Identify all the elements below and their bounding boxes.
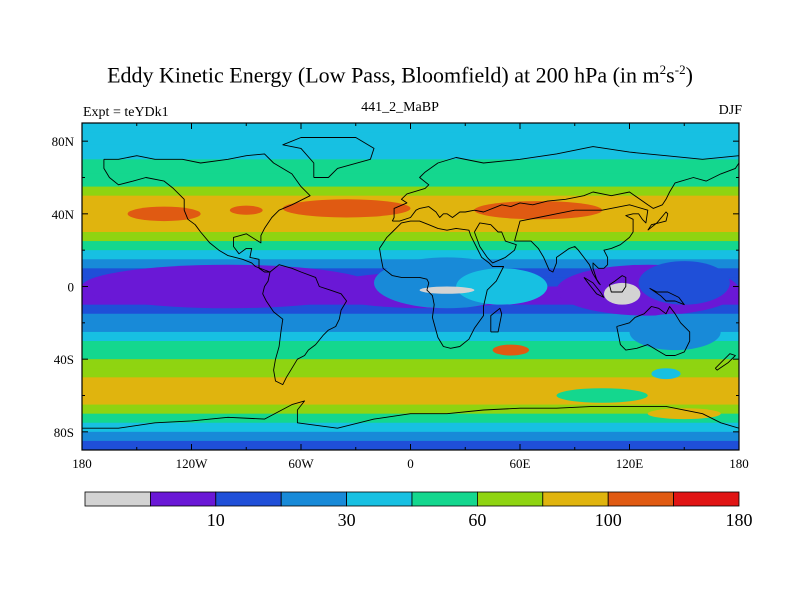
energy-band: [82, 431, 739, 442]
colorbar-swatch: [411, 491, 478, 507]
energy-band: [82, 173, 739, 188]
energy-contour-region: [556, 388, 648, 403]
energy-contour-region: [229, 205, 263, 215]
experiment-label: Expt = teYDk1: [83, 105, 169, 120]
colorbar-swatch: [149, 491, 217, 507]
season-label: DJF: [718, 103, 742, 118]
colorbar-swatch: [542, 491, 609, 507]
y-tick-label: 80S: [54, 425, 74, 440]
energy-band: [82, 144, 739, 160]
x-tick-label: 120E: [616, 456, 644, 471]
title-mid: s: [666, 62, 675, 88]
y-tick-label: 40N: [52, 207, 75, 222]
coastline: [391, 146, 739, 222]
coastline: [649, 287, 685, 306]
energy-contour-region: [651, 368, 681, 380]
colorbar-swatch: [607, 491, 675, 507]
energy-contour-region: [419, 286, 475, 294]
colorbar-label: 60: [468, 510, 486, 530]
coastline: [473, 222, 517, 264]
energy-band: [82, 322, 739, 333]
coastline: [647, 211, 669, 231]
energy-band: [82, 413, 739, 424]
coastline: [282, 137, 375, 178]
colorbar-swatch: [215, 491, 282, 507]
coastline: [583, 277, 605, 298]
y-tick-label: 80N: [52, 134, 75, 149]
colorbar-swatch: [346, 491, 413, 507]
energy-band: [82, 331, 739, 342]
colorbar-label: 180: [726, 510, 753, 530]
energy-contour-region: [82, 264, 374, 309]
chart-subtitle: 441_2_MaBP: [361, 100, 439, 115]
x-tick-label: 0: [407, 456, 414, 471]
energy-contour-region: [647, 408, 721, 420]
energy-band: [82, 241, 739, 251]
energy-contour-region: [127, 206, 201, 222]
title-sup1: 2: [659, 62, 667, 77]
energy-band: [82, 132, 739, 146]
title-sup2: -2: [674, 62, 686, 77]
energy-band: [82, 422, 739, 433]
chart-title: Eddy Kinetic Energy (Low Pass, Bloomfiel…: [0, 62, 800, 88]
energy-band: [82, 377, 739, 388]
energy-band: [82, 159, 739, 175]
energy-contour-region: [492, 344, 530, 356]
coastline: [608, 275, 627, 293]
energy-contour-region: [603, 282, 641, 305]
coastline: [616, 306, 691, 356]
coastline: [514, 204, 649, 286]
y-tick-label: 40S: [54, 352, 74, 367]
energy-band: [82, 395, 739, 406]
energy-band: [82, 404, 739, 415]
colorbar-swatch: [673, 491, 740, 507]
energy-band: [82, 232, 739, 242]
coastline: [379, 220, 505, 349]
energy-band: [82, 368, 739, 378]
axes: 180 120W 60W 0 60E 120E 180 80N 40N 0 40S 80S: [52, 123, 749, 471]
coastline: [714, 353, 736, 371]
colorbar-swatch: [476, 491, 544, 507]
x-tick-label: 60E: [510, 456, 531, 471]
energy-band: [82, 350, 739, 360]
colorbar-swatch: [84, 491, 151, 507]
energy-band: [82, 359, 739, 369]
colorbar: 10 30 60 100 180: [84, 491, 753, 530]
energy-band: [82, 341, 739, 351]
energy-band: [82, 250, 739, 260]
coastline: [490, 307, 503, 333]
x-tick-label: 180: [729, 456, 749, 471]
coastline: [82, 400, 739, 429]
energy-contour-region: [638, 261, 730, 305]
colorbar-label: 10: [207, 510, 225, 530]
coastline: [262, 264, 348, 386]
energy-band: [82, 304, 739, 315]
colorbar-label: 30: [338, 510, 356, 530]
energy-band: [82, 213, 739, 224]
x-tick-label: 180: [72, 456, 92, 471]
energy-contour-region: [629, 313, 721, 351]
energy-contour-region: [456, 268, 548, 305]
energy-contour-region: [282, 199, 411, 218]
map-plot-area: [82, 123, 739, 450]
coastline: [103, 153, 311, 273]
energy-band: [82, 313, 739, 324]
energy-band: [82, 222, 739, 233]
colorbar-label: 100: [595, 510, 622, 530]
x-tick-label: 60W: [288, 456, 314, 471]
energy-band: [82, 186, 739, 197]
title-main: Eddy Kinetic Energy (Low Pass, Bloomfiel…: [107, 62, 660, 88]
energy-band: [82, 386, 739, 397]
title-end: ): [685, 62, 693, 88]
colorbar-swatch: [280, 491, 348, 507]
energy-band: [82, 195, 739, 206]
x-tick-label: 120W: [176, 456, 209, 471]
y-tick-label: 0: [68, 280, 75, 295]
energy-band: [82, 204, 739, 215]
